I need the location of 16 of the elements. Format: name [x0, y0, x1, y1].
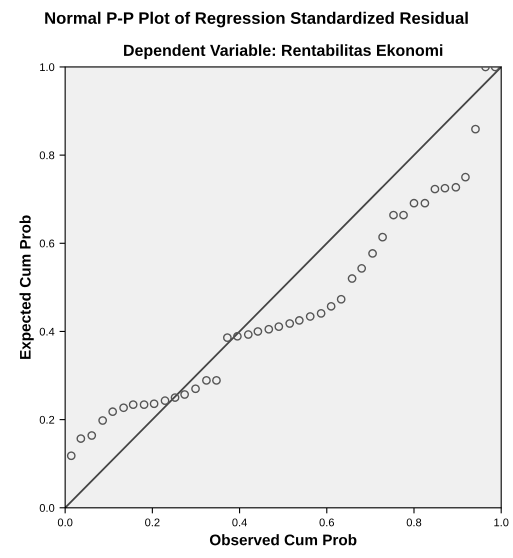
x-tick-label: 0.6: [319, 518, 334, 526]
x-tick-label: 0.8: [406, 518, 422, 526]
x-tick-label: 0.0: [58, 518, 72, 526]
y-tick-label: 0.2: [40, 416, 54, 424]
x-tick-label: 1.0: [494, 518, 508, 526]
x-tick-label: 0.2: [145, 518, 160, 526]
chart-subtitle: Dependent Variable: Rentabilitas Ekonomi: [124, 44, 442, 60]
y-tick-label: 0.0: [40, 504, 54, 512]
x-axis-title: Observed Cum Prob: [210, 534, 356, 546]
y-tick-label: 0.4: [40, 328, 54, 336]
x-tick-label: 0.4: [232, 518, 247, 526]
y-tick-label: 0.6: [40, 240, 54, 248]
y-tick-label: 0.8: [40, 151, 54, 160]
y-axis-title: Expected Cum Prob: [19, 215, 34, 359]
chart-title: Normal P-P Plot of Regression Standardized Residual: [45, 12, 468, 28]
y-tick-label: 1.0: [40, 63, 54, 72]
